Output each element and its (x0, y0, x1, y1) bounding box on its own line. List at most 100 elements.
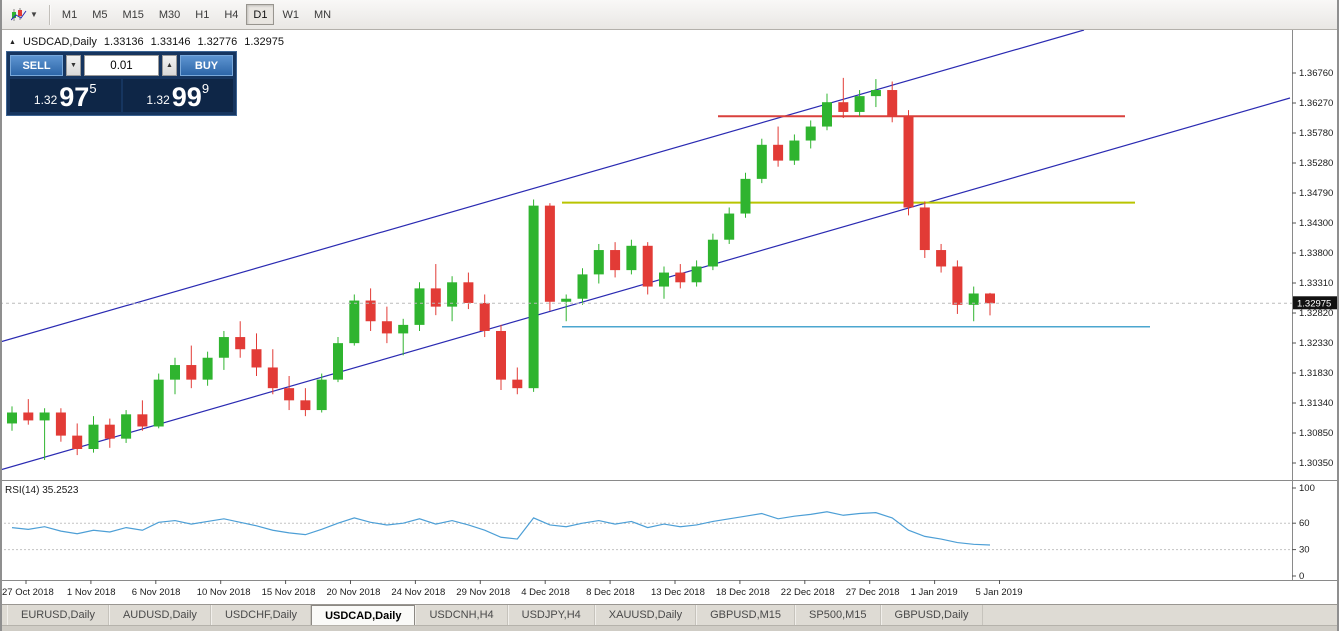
toolbar-separator (48, 4, 50, 25)
price-axis-label: 1.32820 (1299, 308, 1333, 319)
collapse-panel-arrow-icon[interactable]: ▲ (9, 38, 16, 46)
time-axis-label: 27 Dec 2018 (846, 587, 900, 598)
bid-big-digits: 97 (59, 82, 90, 112)
ask-price-display[interactable]: 1.32 99 9 (122, 79, 233, 112)
chart-tab-USDCNH-H4[interactable]: USDCNH,H4 (415, 605, 508, 625)
timeframe-button-M15[interactable]: M15 (115, 4, 150, 25)
ohlc-close: 1.32975 (244, 36, 284, 48)
chart-tab-USDCAD-Daily[interactable]: USDCAD,Daily (311, 605, 416, 625)
window-bottom-strip (0, 625, 1339, 631)
price-axis-label: 1.33310 (1299, 278, 1333, 289)
one-click-trading-panel: SELL ▼ ▲ BUY 1.32 97 5 1.32 99 9 (6, 51, 237, 116)
price-axis-label: 1.36760 (1299, 68, 1333, 79)
price-axis-label: 1.33800 (1299, 248, 1333, 259)
time-axis-label: 29 Nov 2018 (456, 587, 510, 598)
bid-price-display[interactable]: 1.32 97 5 (10, 79, 121, 112)
dropdown-caret-icon: ▼ (30, 9, 38, 19)
candlestick-chart-icon (11, 7, 27, 21)
time-axis-labels (25, 580, 1000, 584)
chart-tab-USDJPY-H4[interactable]: USDJPY,H4 (507, 605, 595, 625)
ask-pipette: 9 (201, 81, 210, 96)
quote-row: 1.32 97 5 1.32 99 9 (10, 79, 233, 112)
price-axis-label: 1.36270 (1299, 98, 1333, 109)
toolbar: ▼ M1 M5 M15 M30 H1 H4 D1 W1 MN (0, 0, 1339, 30)
ohlc-high: 1.33146 (150, 36, 191, 48)
price-axis-label: 1.31340 (1299, 398, 1333, 409)
time-axis-label: 10 Nov 2018 (197, 587, 251, 598)
time-axis-label: 24 Nov 2018 (391, 587, 445, 598)
time-axis-label: 8 Dec 2018 (586, 587, 635, 598)
window-right-edge (1337, 0, 1339, 631)
trade-controls-row: SELL ▼ ▲ BUY (10, 55, 233, 76)
buy-button[interactable]: BUY (180, 55, 233, 76)
rsi-axis-label: 100 (1299, 483, 1315, 494)
time-axis-label: 5 Jan 2019 (976, 587, 1023, 598)
price-axis-label: 1.35780 (1299, 128, 1333, 139)
timeframe-button-MN[interactable]: MN (307, 4, 338, 25)
timeframe-button-M1[interactable]: M1 (55, 4, 84, 25)
chart-tabs-bar: EURUSD,Daily AUDUSD,Daily USDCHF,Daily USDC… (0, 604, 1339, 625)
chart-tab-EURUSD-Daily[interactable]: EURUSD,Daily (7, 605, 109, 625)
rsi-axis-label: 30 (1299, 545, 1310, 556)
ohlc-open: 1.33136 (103, 36, 144, 48)
rsi-axis-label: 0 (1299, 571, 1304, 582)
price-axis-label: 1.35280 (1299, 158, 1333, 169)
time-axis[interactable] (0, 580, 1339, 604)
price-axis-label: 1.34300 (1299, 218, 1333, 229)
timeframe-button-H1[interactable]: H1 (188, 4, 216, 25)
channel-upper-line[interactable] (0, 30, 1085, 343)
timeframe-toolbar: M1 M5 M15 M30 H1 H4 D1 W1 MN (55, 4, 338, 25)
ask-prefix: 1.32 (146, 93, 170, 107)
volume-increase-button[interactable]: ▲ (162, 55, 177, 76)
chart-tab-USDCHF-Daily[interactable]: USDCHF,Daily (210, 605, 312, 625)
time-axis-label: 6 Nov 2018 (132, 587, 181, 598)
time-axis-label: 20 Nov 2018 (327, 587, 381, 598)
ask-big-digits: 99 (171, 82, 202, 112)
rsi-line (11, 511, 991, 546)
chart-tab-GBPUSD-Daily[interactable]: GBPUSD,Daily (880, 605, 983, 625)
time-axis-label: 1 Jan 2019 (911, 587, 958, 598)
timeframe-button-D1[interactable]: D1 (246, 4, 275, 25)
time-axis-label: 1 Nov 2018 (67, 587, 116, 598)
symbol-header: ▲ USDCAD,Daily 1.33136 1.33146 1.32776 1… (9, 36, 284, 48)
chart-window[interactable]: 1.32975 1.36760 1.36270 1.35780 1.35280 1.347… (0, 30, 1339, 604)
price-axis-labels (1292, 72, 1296, 464)
time-axis-label: 13 Dec 2018 (651, 587, 705, 598)
bid-pipette: 5 (89, 81, 97, 96)
chart-tab-AUDUSD-Daily[interactable]: AUDUSD,Daily (108, 605, 211, 625)
candlestick-series (7, 77, 995, 460)
price-axis-label: 1.30350 (1299, 458, 1333, 469)
rsi-axis-labels (1292, 487, 1296, 577)
rsi-level-lines (0, 522, 1292, 551)
ohlc-low: 1.32776 (197, 36, 238, 48)
rsi-pane-surface[interactable] (0, 480, 1292, 580)
current-price-text: 1.32975 (1297, 298, 1331, 309)
time-axis-label: 4 Dec 2018 (521, 587, 570, 598)
chart-tab-XAUUSD-Daily[interactable]: XAUUSD,Daily (594, 605, 697, 625)
window-left-edge (0, 0, 2, 631)
volume-input[interactable] (84, 55, 159, 76)
symbol-name: USDCAD,Daily (22, 36, 97, 48)
rsi-indicator-label: RSI(14) 35.2523 (5, 485, 79, 496)
chart-tab-SP500-M15[interactable]: SP500,M15 (795, 605, 881, 625)
price-axis-label: 1.34790 (1299, 188, 1333, 199)
sell-button[interactable]: SELL (10, 55, 63, 76)
price-chart-canvas[interactable]: 1.329751.367601.362701.357801.352801.347… (0, 30, 1339, 604)
time-axis-label: 22 Dec 2018 (781, 587, 835, 598)
timeframe-button-W1[interactable]: W1 (275, 4, 306, 25)
timeframe-button-M5[interactable]: M5 (85, 4, 114, 25)
rsi-axis-label: 60 (1299, 518, 1310, 529)
timeframe-button-H4[interactable]: H4 (217, 4, 245, 25)
bid-prefix: 1.32 (33, 93, 58, 107)
price-axis-label: 1.30850 (1299, 428, 1333, 439)
time-axis-label: 15 Nov 2018 (262, 587, 316, 598)
volume-decrease-button[interactable]: ▼ (66, 55, 81, 76)
chart-objects-button[interactable]: ▼ (5, 4, 44, 26)
current-price-marker (1293, 296, 1339, 310)
price-axis-label: 1.31830 (1299, 368, 1333, 379)
timeframe-button-M30[interactable]: M30 (152, 4, 187, 25)
price-axis-label: 1.32330 (1299, 338, 1333, 349)
chart-tab-GBPUSD-M15[interactable]: GBPUSD,M15 (696, 605, 796, 625)
time-axis-label: 27 Oct 2018 (2, 587, 54, 598)
